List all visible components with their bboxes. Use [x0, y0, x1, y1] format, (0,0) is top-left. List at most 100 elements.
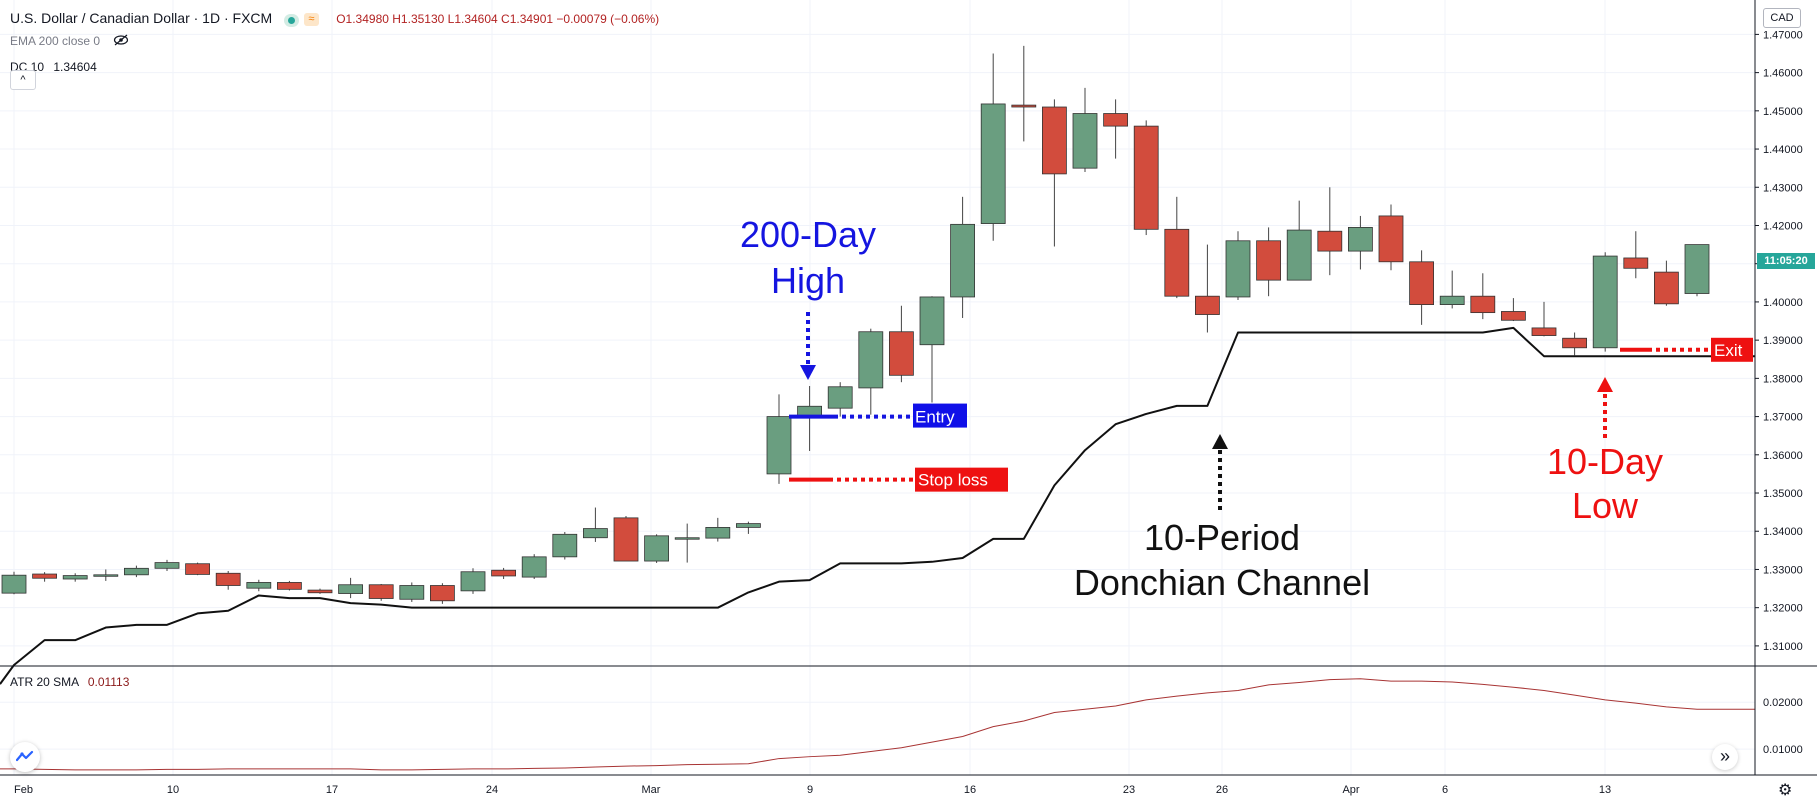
candle-body-down	[185, 563, 211, 575]
candle-body-up	[1684, 244, 1710, 294]
candle	[1256, 227, 1281, 297]
price-tick-label: 1.37000	[1763, 412, 1803, 424]
market-open-icon	[283, 13, 299, 27]
candle-body-down	[1011, 104, 1037, 108]
candle	[736, 521, 761, 534]
chart-grid	[0, 0, 1755, 775]
candle-body-down	[1103, 113, 1128, 127]
tradingview-logo[interactable]	[10, 742, 40, 772]
candle	[276, 580, 302, 591]
price-tick-label: 1.32000	[1763, 603, 1803, 615]
collapse-legend-button[interactable]: ^	[10, 70, 36, 90]
candle	[1, 571, 27, 595]
candle	[552, 532, 578, 560]
price-tick-label: 1.34000	[1763, 526, 1803, 538]
candle-body-up	[62, 575, 88, 580]
candle-body-up	[154, 562, 180, 569]
candle	[674, 523, 700, 563]
candle	[32, 572, 57, 582]
candle-body-up	[858, 331, 884, 389]
candle	[399, 582, 425, 602]
scroll-to-realtime-button[interactable]: »	[1712, 744, 1738, 770]
candle-body-down	[32, 573, 57, 579]
candle-body-up	[93, 574, 119, 577]
atr-line	[0, 678, 1755, 771]
candle	[1042, 99, 1067, 247]
ema-legend[interactable]: EMA 200 close 0	[10, 34, 129, 49]
price-tick-label: 1.31000	[1763, 641, 1803, 653]
annotation-donchian-line2: Donchian Channel	[1074, 562, 1370, 603]
candle-body-up	[124, 567, 149, 576]
candle-body-up	[674, 537, 700, 540]
candle	[521, 554, 547, 580]
price-tick-label: 1.33000	[1763, 564, 1803, 576]
candle	[919, 296, 945, 403]
time-tick-label: 16	[964, 784, 976, 796]
candle-body-down	[429, 585, 455, 602]
entry-label: Entry	[915, 408, 955, 427]
ema-label: EMA 200 close 0	[10, 34, 101, 48]
candle	[246, 579, 272, 592]
candle-body-up	[1225, 240, 1251, 298]
candle	[215, 570, 241, 590]
candle-body-up	[919, 296, 945, 346]
gear-icon[interactable]: ⚙	[1778, 782, 1793, 799]
price-tick-label: 1.39000	[1763, 335, 1803, 347]
stop-label-box	[915, 467, 1008, 492]
price-tick-label: 1.45000	[1763, 106, 1803, 118]
candle	[1531, 301, 1557, 337]
candle-body-up	[1, 574, 27, 594]
exit-label-box	[1711, 337, 1753, 362]
annotation-10day-low-line2: Low	[1572, 485, 1639, 526]
price-tick-label: 1.47000	[1763, 29, 1803, 41]
time-tick-label: Mar	[642, 784, 661, 796]
candle-body-up	[552, 533, 578, 558]
candle-body-up	[338, 584, 364, 594]
annotation-donchian-arrow-head	[1212, 434, 1228, 449]
candle	[185, 562, 211, 576]
time-tick-label: 6	[1442, 784, 1448, 796]
candle	[583, 507, 608, 542]
candle	[980, 53, 1006, 241]
candle-body-up	[950, 223, 975, 298]
candle	[1501, 298, 1526, 322]
time-tick-label: 24	[486, 784, 498, 796]
candle-body-up	[399, 585, 425, 600]
price-tick-label: 1.40000	[1763, 297, 1803, 309]
candle	[1195, 244, 1220, 333]
price-tick-label: 1.36000	[1763, 450, 1803, 462]
candle-body-down	[307, 589, 333, 594]
candle-body-down	[1623, 257, 1649, 269]
candle	[154, 559, 180, 571]
candle	[1409, 250, 1434, 325]
symbol-title[interactable]: U.S. Dollar / Canadian Dollar · 1D · FXC…	[10, 10, 273, 26]
candle	[1348, 215, 1373, 270]
candle	[644, 534, 669, 563]
atr-value: 0.01113	[87, 675, 130, 689]
candle-body-down	[1042, 106, 1067, 175]
candle-body-up	[1286, 229, 1312, 281]
candle	[460, 568, 486, 594]
annotation-high-arrow-head	[800, 365, 816, 380]
candle-body-up	[460, 571, 486, 592]
ohlc-values: O1.34980 H1.35130 L1.34604 C1.34901 −0.0…	[336, 12, 660, 26]
candle-body-up	[583, 528, 608, 539]
candle	[338, 577, 364, 599]
candle-body-up	[1439, 295, 1465, 306]
candle	[1072, 87, 1098, 172]
dc-value: 1.34604	[53, 60, 97, 74]
annotation-200day-high-line2: High	[771, 260, 845, 301]
currency-label[interactable]: CAD	[1763, 8, 1801, 28]
candle-body-down	[1562, 337, 1587, 349]
candle-body-down	[1317, 230, 1343, 252]
annotation-donchian-line1: 10-Period	[1144, 517, 1300, 558]
hidden-eye-icon[interactable]	[113, 34, 129, 49]
candle	[368, 583, 394, 601]
atr-tick-label: 0.01000	[1763, 744, 1803, 756]
atr-legend[interactable]: ATR 20 SMA 0.01113	[10, 675, 129, 689]
candle-body-up	[736, 523, 761, 528]
candle-body-down	[1409, 261, 1434, 306]
candle-body-down	[1531, 327, 1557, 336]
candle	[429, 583, 455, 604]
